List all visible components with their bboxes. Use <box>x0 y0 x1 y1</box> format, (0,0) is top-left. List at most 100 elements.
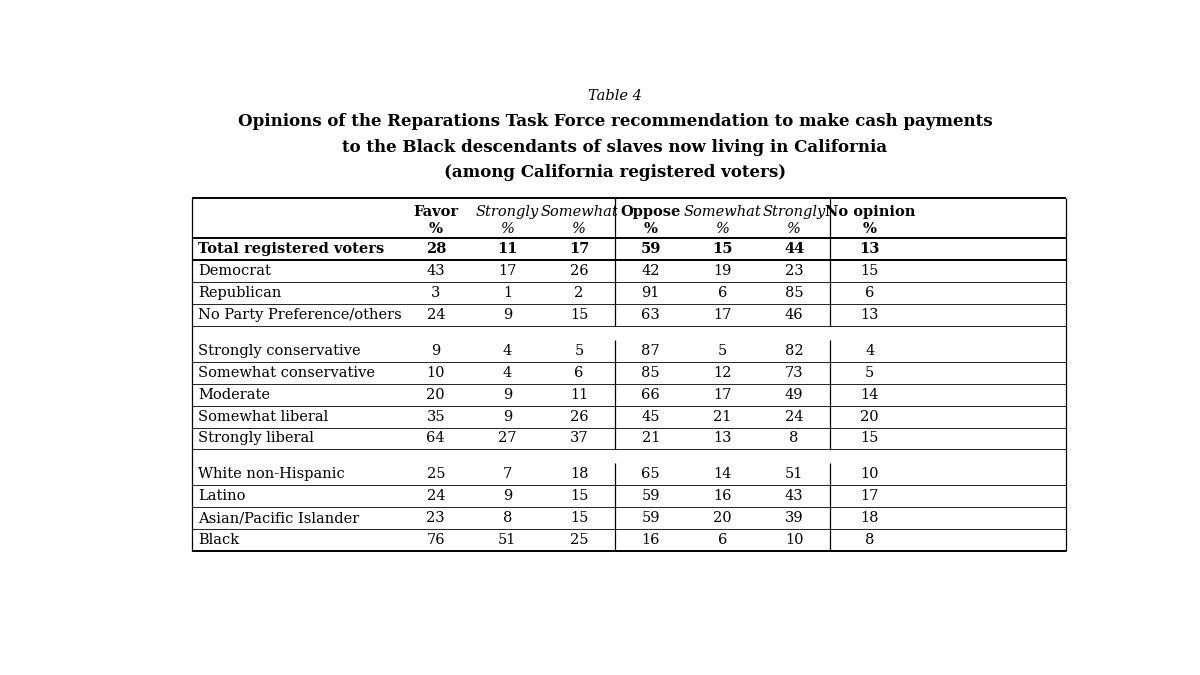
Text: %: % <box>787 222 802 236</box>
Text: 51: 51 <box>785 467 803 481</box>
Text: 8: 8 <box>865 533 875 547</box>
Text: Somewhat: Somewhat <box>540 205 618 219</box>
Text: 24: 24 <box>426 308 445 322</box>
Text: 64: 64 <box>426 431 445 446</box>
Text: 91: 91 <box>642 286 660 300</box>
Text: 7: 7 <box>503 467 512 481</box>
Text: 10: 10 <box>426 366 445 379</box>
Text: %: % <box>863 222 877 236</box>
Text: %: % <box>428 222 443 236</box>
Text: 15: 15 <box>570 308 588 322</box>
Text: 4: 4 <box>503 344 512 358</box>
Text: Republican: Republican <box>198 286 282 300</box>
Text: 18: 18 <box>570 467 588 481</box>
Text: 6: 6 <box>575 366 584 379</box>
Text: 87: 87 <box>642 344 660 358</box>
Text: 23: 23 <box>426 511 445 525</box>
Text: 15: 15 <box>713 242 733 256</box>
Text: 13: 13 <box>859 242 880 256</box>
Text: Black: Black <box>198 533 239 547</box>
Text: 8: 8 <box>790 431 799 446</box>
Text: 4: 4 <box>865 344 875 358</box>
Text: 14: 14 <box>713 467 732 481</box>
Text: Favor: Favor <box>413 205 458 219</box>
Text: White non-Hispanic: White non-Hispanic <box>198 467 344 481</box>
Text: 17: 17 <box>860 489 878 504</box>
Text: Total registered voters: Total registered voters <box>198 242 384 256</box>
Text: 14: 14 <box>860 387 878 402</box>
Text: 9: 9 <box>503 387 512 402</box>
Text: 27: 27 <box>498 431 517 446</box>
Text: 13: 13 <box>713 431 732 446</box>
Text: 10: 10 <box>860 467 880 481</box>
Text: 18: 18 <box>860 511 880 525</box>
Text: 23: 23 <box>785 264 804 278</box>
Text: Somewhat conservative: Somewhat conservative <box>198 366 376 379</box>
Text: 19: 19 <box>713 264 732 278</box>
Text: 15: 15 <box>860 264 878 278</box>
Text: 63: 63 <box>642 308 660 322</box>
Text: 5: 5 <box>718 344 727 358</box>
Text: Strongly liberal: Strongly liberal <box>198 431 314 446</box>
Text: 59: 59 <box>641 242 661 256</box>
Text: 17: 17 <box>498 264 517 278</box>
Text: 65: 65 <box>642 467 660 481</box>
Text: 43: 43 <box>426 264 445 278</box>
Text: 6: 6 <box>865 286 875 300</box>
Text: 5: 5 <box>575 344 583 358</box>
Text: %: % <box>572 222 586 236</box>
Text: 85: 85 <box>642 366 660 379</box>
Text: 17: 17 <box>569 242 589 256</box>
Text: 6: 6 <box>718 286 727 300</box>
Text: 9: 9 <box>503 308 512 322</box>
Text: 8: 8 <box>503 511 512 525</box>
Text: 76: 76 <box>426 533 445 547</box>
Text: 59: 59 <box>642 511 660 525</box>
Text: 49: 49 <box>785 387 804 402</box>
Text: 28: 28 <box>426 242 446 256</box>
Text: 26: 26 <box>570 410 588 423</box>
Text: 85: 85 <box>785 286 804 300</box>
Text: 39: 39 <box>785 511 804 525</box>
Text: 13: 13 <box>860 308 880 322</box>
Text: 20: 20 <box>860 410 880 423</box>
Text: 2: 2 <box>575 286 583 300</box>
Text: No opinion: No opinion <box>824 205 914 219</box>
Text: 15: 15 <box>570 489 588 504</box>
Text: 20: 20 <box>426 387 445 402</box>
Text: 5: 5 <box>865 366 875 379</box>
Text: 25: 25 <box>570 533 588 547</box>
Text: 12: 12 <box>713 366 732 379</box>
Text: Strongly: Strongly <box>476 205 539 219</box>
Text: Somewhat: Somewhat <box>684 205 761 219</box>
Text: 20: 20 <box>713 511 732 525</box>
Text: 43: 43 <box>785 489 804 504</box>
Text: 37: 37 <box>570 431 588 446</box>
Text: 59: 59 <box>642 489 660 504</box>
Text: 16: 16 <box>713 489 732 504</box>
Text: 4: 4 <box>503 366 512 379</box>
Text: 21: 21 <box>642 431 660 446</box>
Text: 44: 44 <box>784 242 804 256</box>
Text: %: % <box>644 222 658 236</box>
Text: 35: 35 <box>426 410 445 423</box>
Text: 24: 24 <box>785 410 804 423</box>
Text: Asian/Pacific Islander: Asian/Pacific Islander <box>198 511 359 525</box>
Text: 16: 16 <box>642 533 660 547</box>
Text: 10: 10 <box>785 533 804 547</box>
Text: 45: 45 <box>642 410 660 423</box>
Text: (among California registered voters): (among California registered voters) <box>444 164 786 181</box>
Text: 9: 9 <box>431 344 440 358</box>
Text: Moderate: Moderate <box>198 387 270 402</box>
Text: Table 4: Table 4 <box>588 88 642 103</box>
Text: 17: 17 <box>713 308 732 322</box>
Text: 9: 9 <box>503 489 512 504</box>
Text: 66: 66 <box>642 387 660 402</box>
Text: %: % <box>500 222 515 236</box>
Text: Somewhat liberal: Somewhat liberal <box>198 410 329 423</box>
Text: Strongly conservative: Strongly conservative <box>198 344 361 358</box>
Text: 24: 24 <box>426 489 445 504</box>
Text: 6: 6 <box>718 533 727 547</box>
Text: to the Black descendants of slaves now living in California: to the Black descendants of slaves now l… <box>342 139 888 156</box>
Text: 21: 21 <box>713 410 732 423</box>
